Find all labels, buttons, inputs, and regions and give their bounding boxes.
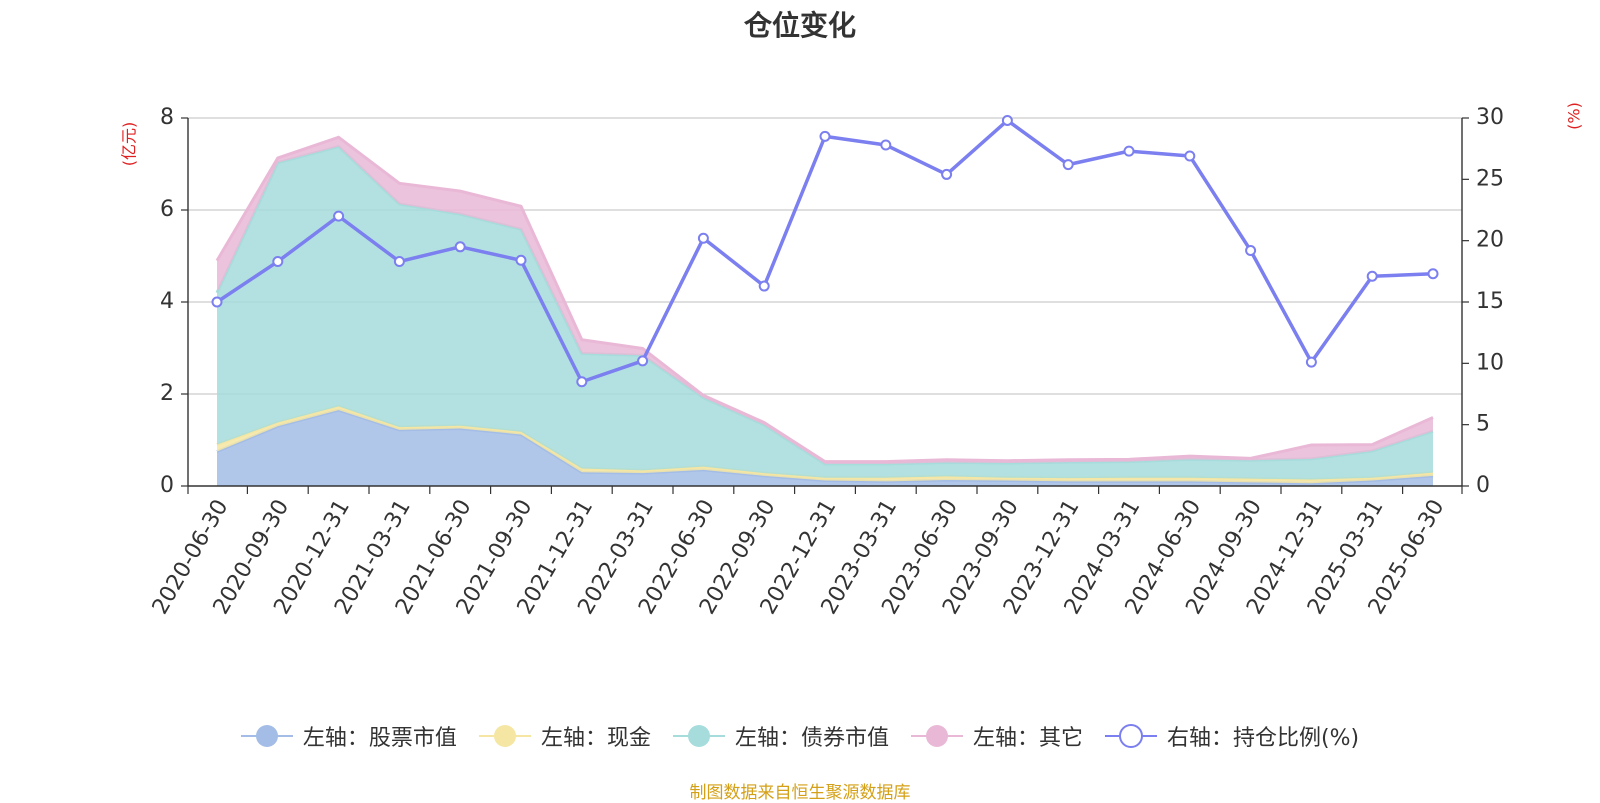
left-axis-tick-label: 4	[160, 289, 174, 314]
left-axis-tick-label: 0	[160, 473, 174, 498]
area-layer	[215, 135, 1434, 486]
line-point	[941, 168, 953, 180]
chart-title: 仓位变化	[743, 9, 856, 42]
line-point	[819, 130, 831, 142]
legend-item-other[interactable]: 左轴：其它	[910, 720, 1083, 752]
line-point	[333, 210, 345, 222]
line-point	[1001, 114, 1013, 126]
right-axis-tick-label: 5	[1476, 412, 1490, 437]
line-point	[1366, 270, 1378, 282]
legend-item-bond[interactable]: 左轴：债券市值	[672, 720, 889, 752]
line-point	[1245, 244, 1257, 256]
line-point	[211, 296, 223, 308]
line-point	[637, 355, 649, 367]
area-series-3	[217, 137, 1433, 464]
line-point	[880, 139, 892, 151]
legend-item-stock[interactable]: 左轴：股票市值	[240, 720, 457, 752]
legend-symbol-stock	[240, 725, 293, 747]
line-point	[576, 376, 588, 388]
legend-label-other: 左轴：其它	[972, 726, 1083, 751]
legend-item-cash[interactable]: 左轴：现金	[478, 720, 651, 752]
line-point	[393, 256, 405, 268]
legend-item-ratio[interactable]: 右轴：持仓比例(%)	[1104, 720, 1360, 752]
line-point	[1427, 268, 1439, 280]
left-axis-tick-label: 6	[160, 197, 174, 222]
legend-label-bond: 左轴：债券市值	[734, 726, 889, 751]
legend-label-stock: 左轴：股票市值	[302, 726, 457, 751]
line-point	[697, 232, 709, 244]
legend: 左轴：股票市值 左轴：现金 左轴：债券市值 左轴：其它	[0, 720, 1600, 752]
line-point	[1123, 145, 1135, 157]
legend-label-cash: 左轴：现金	[540, 726, 651, 751]
right-axis-tick-label: 20	[1476, 228, 1504, 253]
left-axis-tick-label: 2	[160, 381, 174, 406]
left-axis-tick-label: 8	[160, 105, 174, 130]
line-point	[515, 254, 527, 266]
legend-symbol-other	[910, 725, 963, 747]
line-point	[758, 280, 770, 292]
right-axis-tick-label: 15	[1476, 289, 1504, 314]
left-axis-unit: (亿元)	[120, 122, 139, 167]
line-point	[1062, 159, 1074, 171]
right-axis-tick-label: 25	[1476, 166, 1504, 191]
right-axis-tick-label: 0	[1476, 473, 1490, 498]
legend-label-ratio: 右轴：持仓比例(%)	[1166, 726, 1360, 751]
right-axis-tick-label: 10	[1476, 350, 1504, 375]
right-axis-unit: (%)	[1565, 102, 1584, 130]
area-series-0	[217, 410, 1433, 486]
legend-symbol-ratio	[1104, 724, 1157, 748]
line-point	[454, 241, 466, 253]
legend-symbol-cash	[478, 725, 531, 747]
source-note: 制图数据来自恒生聚源数据库	[689, 783, 911, 803]
right-axis-tick-label: 30	[1476, 105, 1504, 130]
line-point	[1184, 150, 1196, 162]
legend-symbol-bond	[672, 725, 725, 747]
line-point	[1305, 356, 1317, 368]
line-point	[272, 256, 284, 268]
right-axis-unit-label: (%)	[1565, 102, 1584, 130]
area-edge-series-3	[215, 135, 1434, 464]
left-axis-unit-label: (亿元)	[120, 122, 139, 167]
line-layer	[211, 114, 1439, 388]
